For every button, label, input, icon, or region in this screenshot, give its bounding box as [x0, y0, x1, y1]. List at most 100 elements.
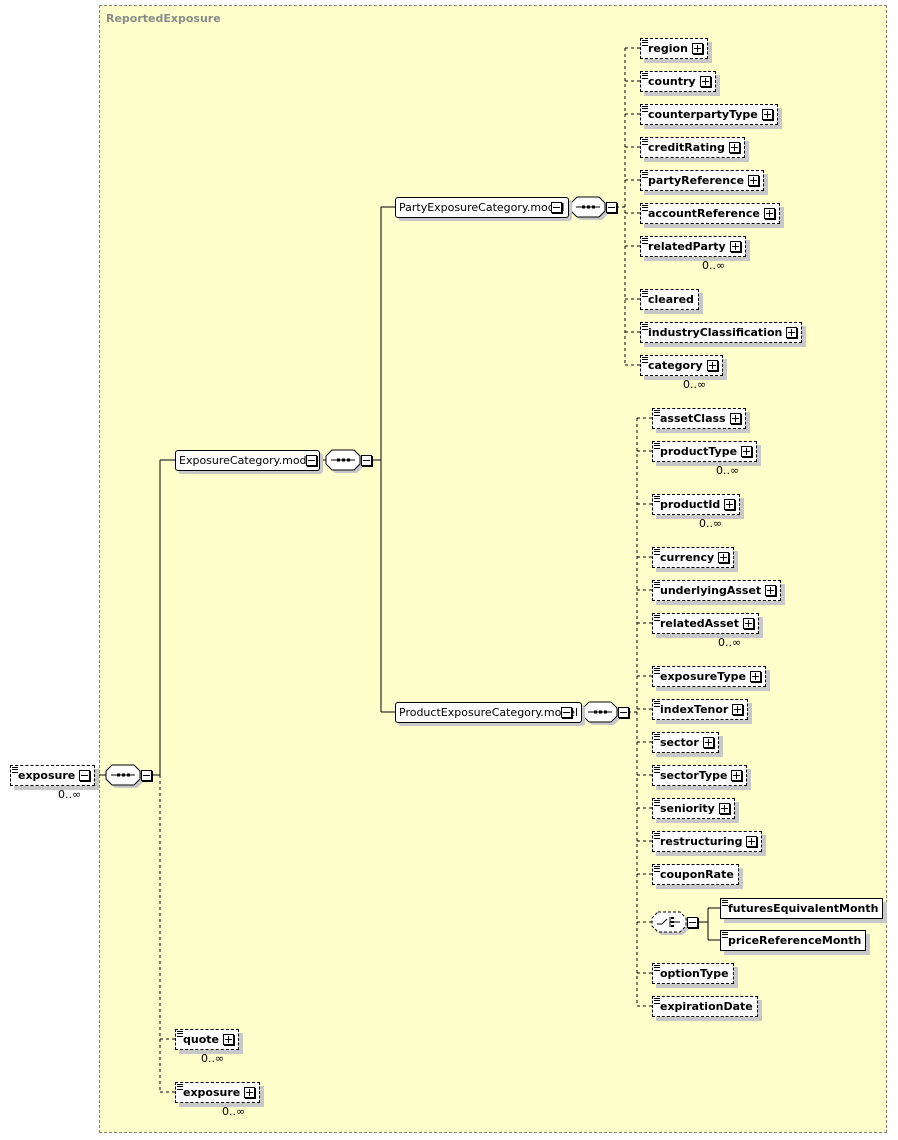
element-relatedAsset[interactable]: relatedAsset [652, 613, 759, 634]
element-label: sector [660, 736, 699, 749]
element-restructuring[interactable]: restructuring [652, 831, 763, 852]
element-label: relatedParty [648, 240, 726, 253]
collapse-icon[interactable] [606, 202, 617, 213]
cardinality-label: 0..∞ [201, 1052, 225, 1065]
annotation-icon [642, 205, 648, 211]
collapse-icon[interactable] [561, 707, 572, 718]
expand-icon[interactable] [763, 208, 775, 219]
sequence-compositor-icon [570, 196, 608, 220]
element-productType[interactable]: productType [652, 441, 758, 462]
expand-icon[interactable] [729, 413, 741, 424]
collapse-icon[interactable] [361, 455, 372, 466]
element-partyReference[interactable]: partyReference [640, 170, 765, 191]
element-label: indexTenor [660, 703, 729, 716]
annotation-icon [654, 800, 660, 806]
element-label: region [648, 42, 688, 55]
collapse-icon[interactable] [687, 917, 698, 928]
element-label: productId [660, 498, 721, 511]
element-expirationDate[interactable]: expirationDate [652, 996, 758, 1017]
expand-icon[interactable] [748, 175, 760, 186]
expand-icon[interactable] [718, 552, 730, 563]
element-creditRating[interactable]: creditRating [640, 137, 745, 158]
collapse-icon[interactable] [79, 770, 91, 781]
annotation-icon [654, 734, 660, 740]
expand-icon[interactable] [731, 770, 743, 781]
element-relatedParty[interactable]: relatedParty [640, 236, 746, 257]
collapse-icon[interactable] [551, 202, 562, 213]
expand-icon[interactable] [746, 836, 758, 847]
annotation-icon [642, 73, 648, 79]
element-indexTenor[interactable]: indexTenor [652, 699, 749, 720]
annotation-icon [642, 172, 648, 178]
element-currency[interactable]: currency [652, 547, 735, 568]
element-exposure-root[interactable]: exposure [10, 765, 96, 786]
element-counterpartyType[interactable]: counterpartyType [640, 104, 778, 125]
expand-icon[interactable] [765, 585, 777, 596]
expand-icon[interactable] [724, 499, 736, 510]
element-label: underlyingAsset [660, 584, 762, 597]
element-couponRate[interactable]: couponRate [652, 864, 739, 885]
expand-icon[interactable] [718, 803, 730, 814]
element-region[interactable]: region [640, 38, 708, 59]
element-label: currency [660, 551, 715, 564]
collapse-icon[interactable] [141, 770, 152, 781]
annotation-icon [642, 139, 648, 145]
element-productId[interactable]: productId [652, 494, 741, 515]
element-country[interactable]: country [640, 71, 716, 92]
group-title: ReportedExposure [106, 12, 221, 25]
element-category[interactable]: category [640, 355, 723, 376]
annotation-icon [177, 1031, 183, 1037]
exposure-category-model[interactable]: ExposureCategory.model [175, 450, 321, 471]
element-label: exposure [183, 1086, 241, 1099]
element-priceReferenceMonth[interactable]: priceReferenceMonth [720, 930, 867, 951]
expand-icon[interactable] [786, 327, 798, 338]
annotation-icon [654, 701, 660, 707]
sequence-compositor-icon [325, 449, 363, 473]
expand-icon[interactable] [729, 241, 741, 252]
element-cleared[interactable]: cleared [640, 289, 699, 310]
element-assetClass[interactable]: assetClass [652, 408, 746, 429]
expand-icon[interactable] [741, 446, 753, 457]
collapse-icon[interactable] [618, 707, 629, 718]
element-sectorType[interactable]: sectorType [652, 765, 748, 786]
element-label: relatedAsset [660, 617, 739, 630]
element-sector[interactable]: sector [652, 732, 719, 753]
annotation-icon [654, 965, 660, 971]
expand-icon[interactable] [706, 360, 718, 371]
expand-icon[interactable] [691, 43, 703, 54]
expand-icon[interactable] [244, 1087, 256, 1098]
annotation-icon [722, 932, 728, 938]
expand-icon[interactable] [743, 618, 754, 629]
element-label: accountReference [648, 207, 760, 220]
element-underlyingAsset[interactable]: underlyingAsset [652, 580, 782, 601]
annotation-icon [654, 496, 660, 502]
annotation-icon [654, 767, 660, 773]
element-exposureType[interactable]: exposureType [652, 666, 766, 687]
element-industryClassification[interactable]: industryClassification [640, 322, 803, 343]
annotation-icon [654, 998, 660, 1004]
annotation-icon [654, 549, 660, 555]
cardinality-label: 0..∞ [718, 636, 742, 649]
element-accountReference[interactable]: accountReference [640, 203, 780, 224]
party-exposure-category-model[interactable]: PartyExposureCategory.model [395, 197, 569, 218]
product-exposure-category-model[interactable]: ProductExposureCategory.model [395, 702, 583, 723]
expand-icon[interactable] [728, 142, 740, 153]
expand-icon[interactable] [222, 1034, 234, 1045]
annotation-icon [642, 238, 648, 244]
element-quote-ref[interactable]: quote [175, 1029, 239, 1050]
expand-icon[interactable] [699, 76, 711, 87]
element-seniority[interactable]: seniority [652, 798, 735, 819]
element-exposure-ref[interactable]: exposure [175, 1082, 261, 1103]
collapse-icon[interactable] [306, 455, 317, 466]
expand-icon[interactable] [732, 704, 744, 715]
expand-icon[interactable] [761, 109, 773, 120]
element-label: restructuring [660, 835, 743, 848]
expand-icon[interactable] [749, 671, 761, 682]
element-optionType[interactable]: optionType [652, 963, 734, 984]
element-label: expirationDate [660, 1000, 753, 1013]
element-futuresEquivalentMonth[interactable]: futuresEquivalentMonth [720, 898, 884, 919]
element-label: futuresEquivalentMonth [728, 902, 879, 915]
element-label: optionType [660, 967, 729, 980]
expand-icon[interactable] [702, 737, 714, 748]
